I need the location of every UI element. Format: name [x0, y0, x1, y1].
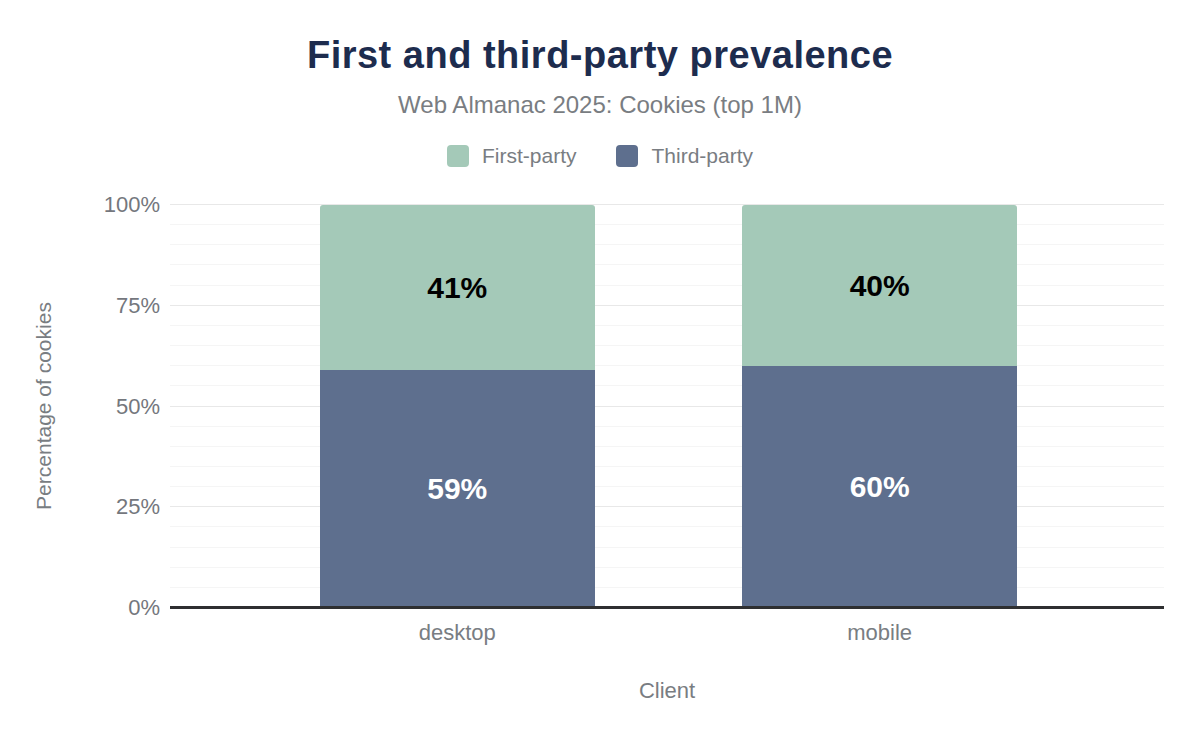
y-tick-label: 25% [116, 494, 160, 520]
bar-segment-third-party[interactable]: 59% [320, 370, 595, 608]
plot-area: 41% 59% 40% 60% [170, 205, 1164, 608]
bar-mobile: 40% 60% [742, 205, 1017, 608]
y-tick-label: 100% [104, 192, 160, 218]
y-tick-label: 0% [128, 595, 160, 621]
y-axis-ticks: 0%25%50%75%100% [0, 205, 160, 608]
bar-value-label: 60% [850, 470, 910, 504]
legend-item-third-party[interactable]: Third-party [616, 144, 753, 168]
legend-item-first-party[interactable]: First-party [447, 144, 577, 168]
legend-swatch [616, 145, 638, 167]
legend-label: First-party [482, 144, 577, 168]
legend: First-party Third-party [0, 144, 1200, 168]
chart: First and third-party prevalence Web Alm… [0, 0, 1200, 742]
bar-segment-third-party[interactable]: 60% [742, 366, 1017, 608]
x-axis-title: Client [170, 678, 1164, 704]
x-tick-label-mobile: mobile [847, 620, 912, 646]
y-tick-label: 50% [116, 394, 160, 420]
bar-value-label: 59% [427, 472, 487, 506]
legend-label: Third-party [651, 144, 753, 168]
chart-title: First and third-party prevalence [0, 34, 1200, 77]
bar-value-label: 41% [427, 271, 487, 305]
bar-desktop: 41% 59% [320, 205, 595, 608]
x-axis-line [170, 606, 1164, 609]
bar-value-label: 40% [850, 269, 910, 303]
legend-swatch [447, 145, 469, 167]
chart-subtitle: Web Almanac 2025: Cookies (top 1M) [0, 91, 1200, 119]
x-axis-ticks: desktop mobile [170, 620, 1164, 648]
x-tick-label-desktop: desktop [419, 620, 496, 646]
y-tick-label: 75% [116, 293, 160, 319]
bar-segment-first-party[interactable]: 41% [320, 205, 595, 370]
bar-segment-first-party[interactable]: 40% [742, 205, 1017, 366]
